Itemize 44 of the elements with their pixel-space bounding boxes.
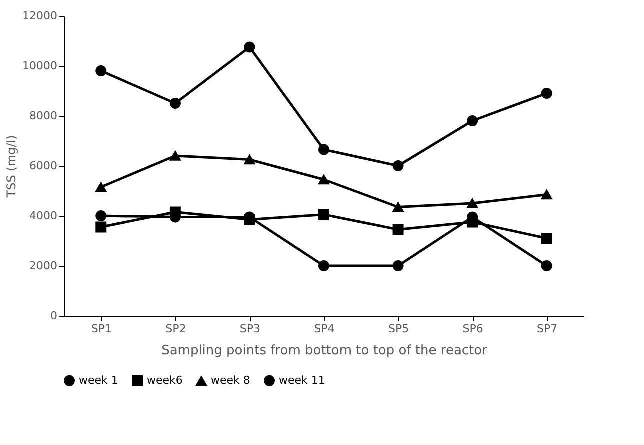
point (96, 210, 107, 222)
y-axis-title: TSS (mg/l) (4, 135, 19, 199)
point (96, 222, 107, 233)
point (541, 260, 552, 272)
y-tick-label: 10000 (22, 60, 58, 72)
y-tick-label: 0 (50, 310, 58, 322)
point (244, 42, 256, 53)
x-tick-label: SP1 (91, 322, 112, 336)
legend-label: week 11 (279, 374, 326, 387)
y-tick-label: 2000 (30, 260, 58, 272)
point (541, 88, 552, 99)
point (244, 154, 256, 165)
point (541, 233, 552, 244)
y-tick-label: 12000 (22, 10, 58, 22)
point (392, 202, 404, 212)
y-tick-label: 4000 (30, 210, 58, 222)
legend-label: week6 (147, 374, 183, 387)
point (318, 209, 330, 220)
x-tick-label: SP7 (537, 322, 558, 336)
legend-label: week 1 (79, 374, 118, 387)
point (318, 174, 330, 185)
point (96, 182, 107, 192)
x-tick-label: SP3 (240, 322, 261, 336)
point (467, 216, 478, 228)
point (392, 224, 404, 236)
point (318, 260, 330, 272)
x-axis-title: Sampling points from bottom to top of the reactor (162, 344, 488, 358)
point (541, 190, 552, 200)
x-tick-label: SP6 (462, 322, 484, 336)
y-tick-label: 8000 (30, 110, 58, 122)
point (170, 151, 181, 161)
legend-label: week 8 (211, 374, 250, 388)
point (96, 66, 107, 76)
x-tick-label: SP4 (314, 322, 335, 336)
point (170, 98, 181, 109)
x-tick-label: SP5 (388, 322, 410, 336)
y-tick-label: 6000 (30, 160, 58, 172)
point (467, 116, 478, 126)
point (467, 198, 478, 208)
point (244, 214, 256, 226)
point (392, 160, 404, 172)
x-tick-label: SP2 (166, 322, 186, 336)
point (318, 144, 330, 156)
point (392, 260, 404, 272)
